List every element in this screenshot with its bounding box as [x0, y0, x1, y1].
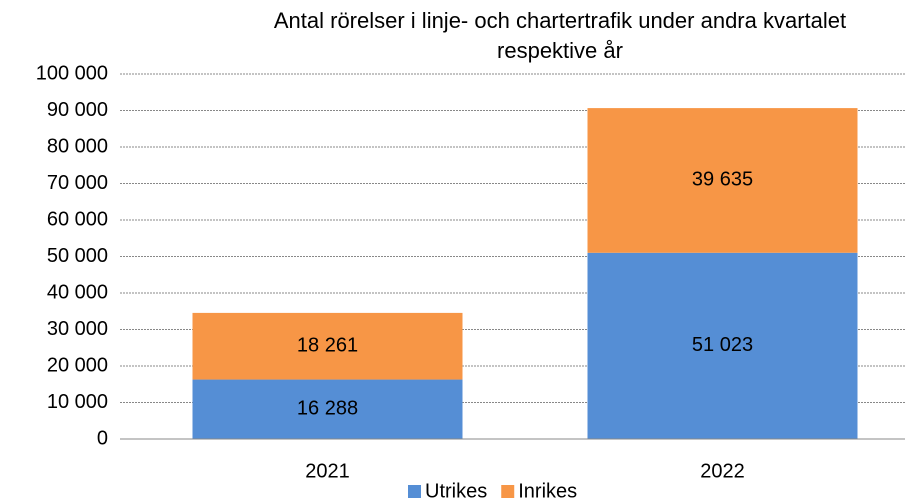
y-tick-label: 10 000	[47, 391, 108, 413]
data-label: 16 288	[297, 398, 358, 420]
legend-swatch	[501, 485, 515, 498]
y-tick-label: 40 000	[47, 281, 108, 303]
y-tick-label: 70 000	[47, 172, 108, 194]
bar-segment	[192, 379, 463, 439]
y-tick-label: 80 000	[47, 135, 108, 157]
y-tick-label: 50 000	[47, 245, 108, 267]
y-tick-label: 100 000	[36, 62, 108, 84]
legend-label: Inrikes	[518, 480, 577, 502]
y-tick-label: 60 000	[47, 208, 108, 230]
y-tick-label: 0	[97, 427, 108, 449]
y-tick-label: 90 000	[47, 99, 108, 121]
y-tick-label: 30 000	[47, 318, 108, 340]
bar-segment	[192, 312, 463, 380]
data-label: 51 023	[692, 334, 753, 356]
bar-segment	[587, 108, 858, 253]
data-label: 18 261	[297, 335, 358, 357]
y-tick-label: 20 000	[47, 354, 108, 376]
x-tick-label: 2021	[305, 460, 350, 482]
legend-label: Utrikes	[425, 480, 487, 502]
bar-segment	[587, 252, 858, 439]
chart-title: Antal rörelser i linje- och chartertrafi…	[273, 8, 847, 63]
legend-swatch	[408, 485, 421, 498]
x-tick-label: 2022	[700, 460, 745, 482]
data-label: 39 635	[692, 169, 753, 191]
